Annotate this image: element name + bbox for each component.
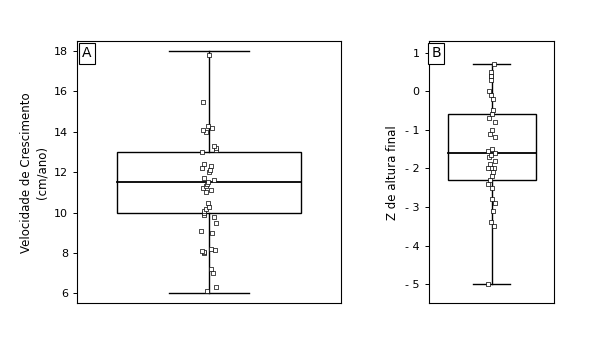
Point	[488, 208, 498, 213]
Point	[484, 115, 493, 121]
Point	[487, 173, 496, 179]
Point	[488, 108, 498, 113]
Point	[206, 163, 216, 169]
Point	[203, 200, 213, 205]
Point	[487, 127, 497, 132]
Point	[204, 52, 214, 58]
Point	[487, 185, 496, 190]
Point	[198, 249, 208, 255]
Point	[209, 178, 219, 183]
Point	[201, 183, 211, 189]
Bar	[116, 152, 301, 212]
Point	[210, 247, 220, 253]
Point	[484, 88, 494, 94]
Point	[486, 166, 496, 171]
Point	[209, 214, 219, 219]
Point	[488, 96, 498, 102]
Point	[209, 143, 219, 149]
Point	[485, 177, 495, 183]
Point	[211, 147, 221, 153]
Text: A: A	[83, 46, 92, 60]
Point	[198, 250, 208, 256]
Point	[486, 220, 496, 225]
Point	[202, 182, 212, 187]
Point	[198, 186, 208, 191]
Point	[197, 228, 206, 234]
Point	[205, 169, 214, 175]
Point	[487, 112, 496, 117]
Point	[488, 224, 498, 229]
Point	[487, 146, 497, 152]
Point	[484, 181, 493, 187]
Point	[490, 150, 500, 155]
Point	[487, 92, 496, 98]
Point	[198, 99, 208, 104]
Point	[199, 210, 209, 215]
Point	[207, 125, 217, 131]
Point	[201, 190, 211, 195]
Point	[489, 61, 499, 67]
Point	[487, 196, 496, 202]
Point	[487, 77, 496, 82]
Point	[486, 152, 496, 158]
Point	[490, 135, 500, 140]
Point	[211, 220, 221, 225]
Point	[206, 188, 216, 193]
Point	[489, 166, 499, 171]
Point	[202, 288, 212, 294]
Point	[197, 149, 207, 155]
Point	[208, 230, 217, 236]
Point	[484, 154, 494, 160]
Point	[206, 266, 216, 272]
Point	[206, 167, 216, 173]
Y-axis label: Velocidade de Crescimento
(cm/ano): Velocidade de Crescimento (cm/ano)	[20, 92, 48, 253]
Point	[485, 162, 495, 167]
Point	[211, 145, 221, 151]
Point	[199, 161, 209, 167]
Point	[203, 180, 213, 185]
Point	[205, 204, 214, 209]
Point	[203, 123, 213, 129]
Point	[211, 285, 221, 290]
Point	[490, 119, 500, 125]
Point	[484, 166, 493, 171]
Point	[484, 281, 493, 287]
Point	[490, 158, 500, 163]
Point	[483, 148, 493, 154]
Point	[197, 165, 207, 171]
Point	[485, 131, 495, 136]
Point	[197, 248, 207, 254]
Bar	[448, 114, 535, 180]
Point	[485, 69, 495, 75]
Point	[490, 201, 500, 206]
Point	[208, 270, 217, 276]
Point	[487, 73, 496, 78]
Point	[200, 212, 209, 217]
Text: B: B	[431, 46, 441, 60]
Y-axis label: Z de altura final: Z de altura final	[386, 125, 400, 220]
Point	[201, 129, 211, 135]
Point	[485, 73, 495, 78]
Point	[199, 208, 209, 213]
Point	[200, 176, 209, 181]
Point	[198, 127, 208, 133]
Point	[488, 169, 498, 175]
Point	[201, 206, 211, 211]
Point	[206, 246, 216, 252]
